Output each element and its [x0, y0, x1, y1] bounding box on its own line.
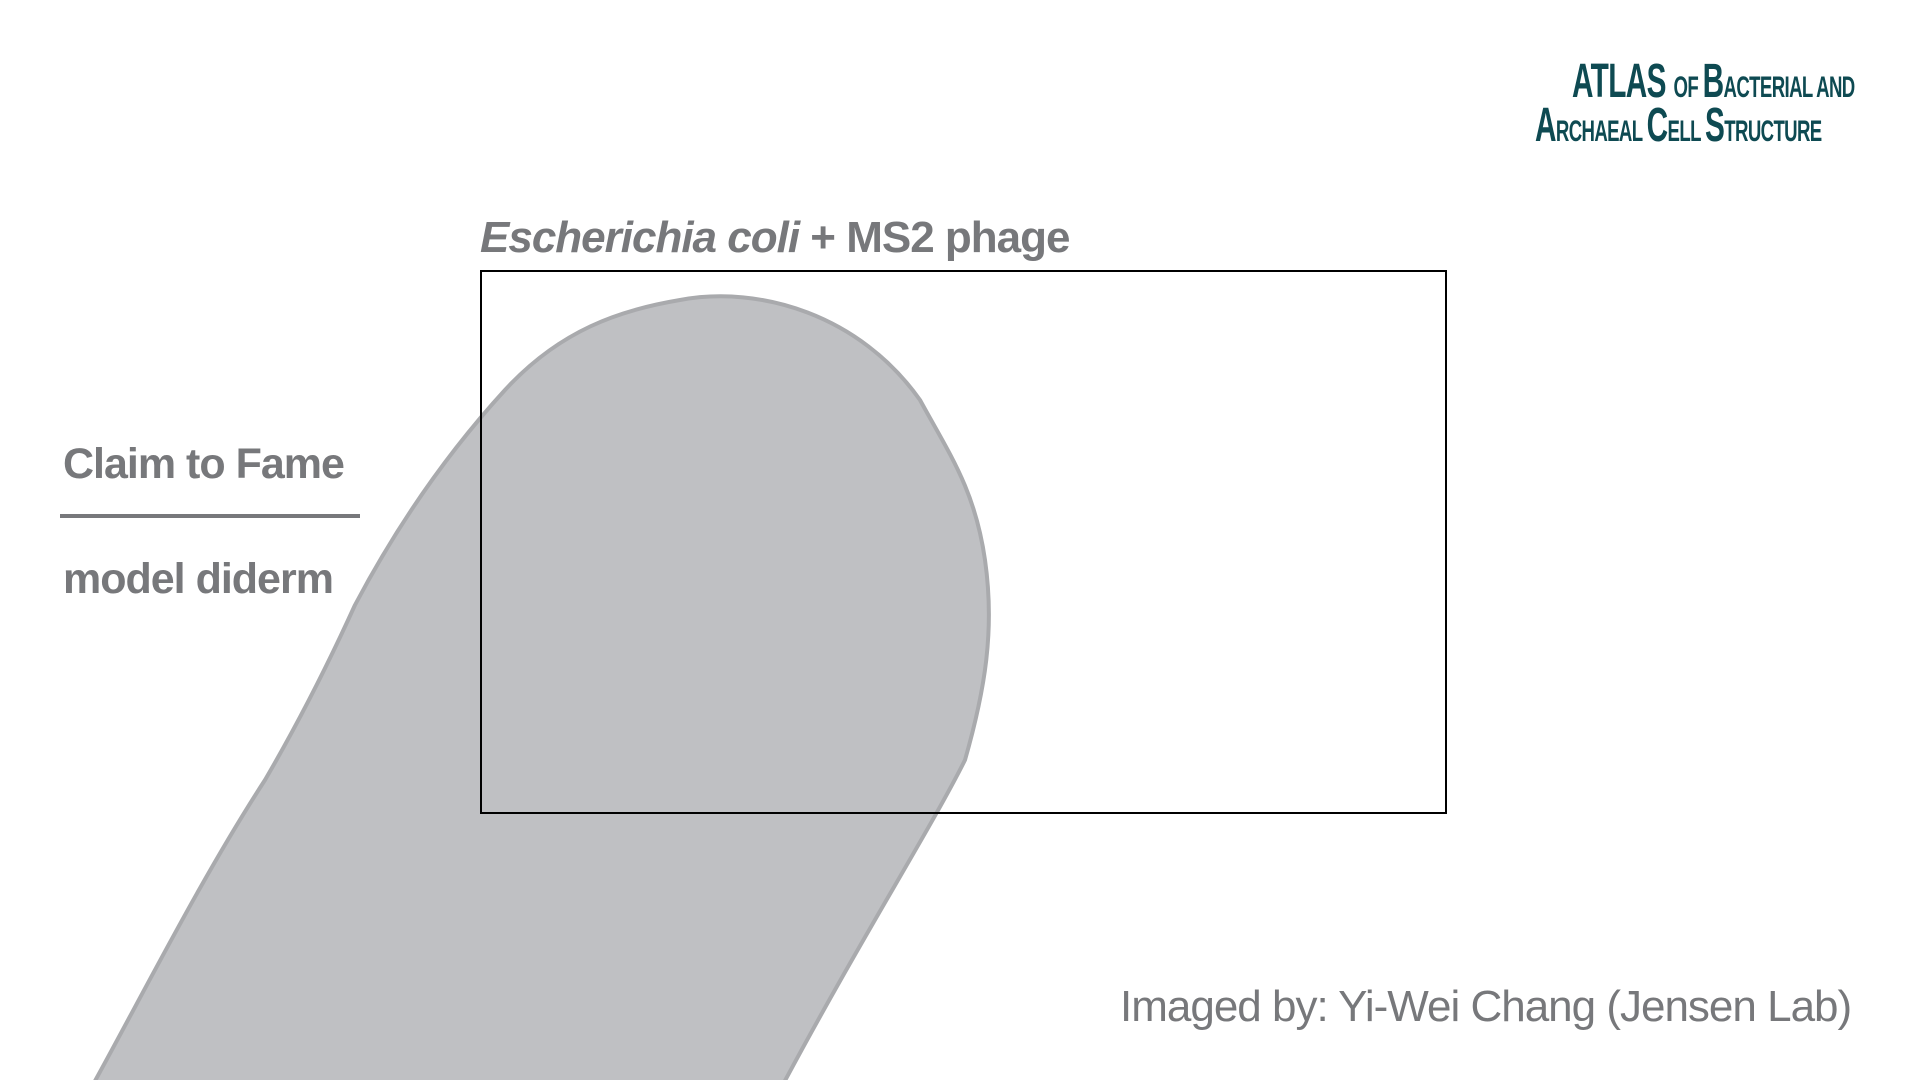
- claim-to-fame-heading: Claim to Fame: [63, 440, 345, 488]
- atlas-logo: ATLAS OF BACTERIAL AND ARCHAEAL CELL STR…: [1535, 55, 1855, 152]
- claim-to-fame-divider: [60, 514, 360, 518]
- claim-to-fame-value: model diderm: [63, 555, 334, 603]
- imaging-credit: Imaged by: Yi-Wei Chang (Jensen Lab): [1120, 982, 1852, 1031]
- bacterial-cell-outline: [93, 294, 991, 1080]
- page-title: Escherichia coli + MS2 phage: [480, 213, 1070, 263]
- tomogram-frame: [480, 270, 1447, 814]
- species-name: Escherichia coli: [480, 213, 800, 262]
- title-suffix: + MS2 phage: [799, 213, 1070, 262]
